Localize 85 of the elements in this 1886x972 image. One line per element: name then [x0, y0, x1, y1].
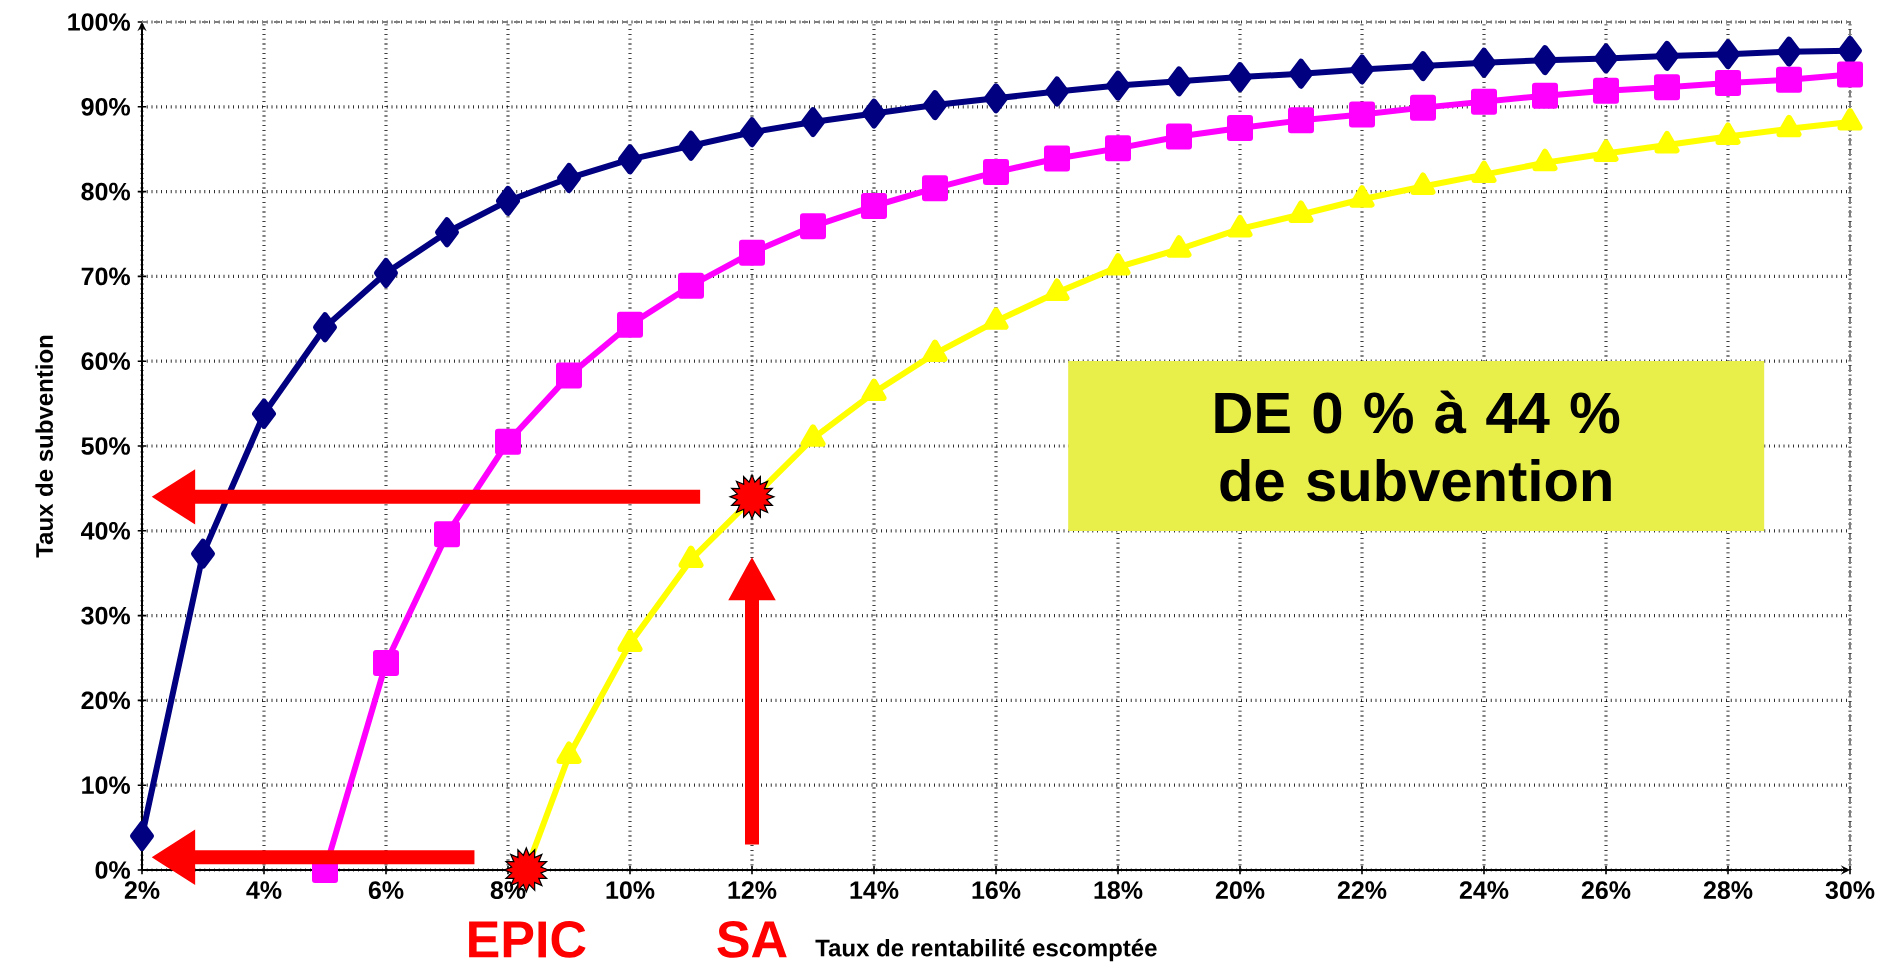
y-tick-label: 0%: [95, 861, 131, 879]
point: [1167, 66, 1191, 97]
point: [1228, 62, 1252, 93]
x-tick-label: 26%: [1581, 881, 1631, 900]
y-tick-label: 20%: [81, 691, 131, 710]
x-tick-label: 12%: [728, 881, 777, 899]
x-axis-title: Taux de rentabilité escomptée: [815, 938, 1157, 962]
point: [1716, 39, 1740, 70]
point: [496, 185, 520, 216]
point: [679, 130, 703, 161]
point: [1227, 114, 1253, 141]
y-tick-label: 50%: [81, 437, 131, 455]
y-axis-title: Taux de subvention: [35, 335, 53, 558]
point: [1777, 36, 1802, 67]
point: [923, 90, 947, 121]
y-tick-label: 100%: [68, 13, 131, 31]
point: [373, 650, 399, 677]
point: [800, 213, 826, 240]
point: [1105, 135, 1132, 162]
point: [1410, 94, 1436, 121]
point: [983, 159, 1009, 186]
y-tick-label: 30%: [81, 606, 131, 625]
x-tick-label: 2%: [124, 881, 160, 899]
point: [435, 217, 459, 248]
point: [1655, 40, 1679, 71]
text: EPIC: [469, 921, 586, 958]
point: [434, 521, 460, 548]
point: [1350, 54, 1375, 85]
point: [1288, 107, 1314, 134]
x-tick-label: 14%: [850, 881, 899, 899]
point: [1289, 58, 1314, 89]
point: [313, 312, 337, 343]
point: [1594, 43, 1618, 74]
x-tick-label: 18%: [1094, 881, 1143, 900]
point: [922, 175, 948, 202]
x-tick-label: 4%: [246, 881, 282, 899]
point: [1044, 145, 1071, 172]
point: [862, 98, 886, 129]
point: [729, 474, 775, 520]
point: [1472, 47, 1496, 78]
x-tick-label: 16%: [972, 881, 1021, 900]
point: [1349, 101, 1375, 128]
point: [1411, 51, 1435, 82]
x-tick-label: 24%: [1459, 881, 1509, 899]
point: [739, 239, 765, 266]
y-tick-label: 40%: [81, 521, 131, 540]
point: [678, 272, 704, 299]
point: [1593, 77, 1620, 104]
point: [1045, 76, 1069, 107]
point: [191, 538, 216, 569]
x-tick-label: 6%: [368, 881, 404, 900]
point: [861, 193, 887, 219]
annotation: DE 0 % à 44 % de subvention: [1215, 390, 1620, 502]
y-tick-label: 10%: [82, 776, 131, 795]
point: [1654, 74, 1681, 101]
y-tick-label: 60%: [81, 352, 131, 371]
x-tick-label: 22%: [1337, 881, 1387, 899]
y-tick-label: 80%: [81, 182, 131, 201]
point: [1837, 61, 1863, 88]
point: [984, 83, 1008, 114]
point: [1471, 88, 1497, 115]
point: [1776, 66, 1802, 93]
y-tick-label: 90%: [81, 97, 131, 116]
x-tick-label: 8%: [490, 881, 526, 900]
x-tick-label: 20%: [1215, 881, 1265, 900]
point: [130, 821, 154, 852]
point: [801, 107, 825, 138]
point: [617, 311, 643, 338]
point: [374, 257, 398, 288]
point: [618, 144, 642, 175]
x-tick-label: 30%: [1825, 881, 1875, 900]
point: [1715, 70, 1741, 97]
y-tick-label: 70%: [81, 267, 131, 286]
point: [556, 362, 582, 389]
x-tick-label: 10%: [606, 881, 655, 900]
text: SA: [717, 921, 787, 958]
point: [1533, 45, 1557, 76]
point: [495, 428, 522, 455]
point: [1166, 123, 1192, 150]
point: [557, 163, 581, 194]
point: [1532, 82, 1559, 109]
x-tick-label: 28%: [1703, 881, 1753, 900]
point: [1106, 70, 1130, 101]
point: [740, 117, 765, 148]
point: [252, 398, 276, 429]
